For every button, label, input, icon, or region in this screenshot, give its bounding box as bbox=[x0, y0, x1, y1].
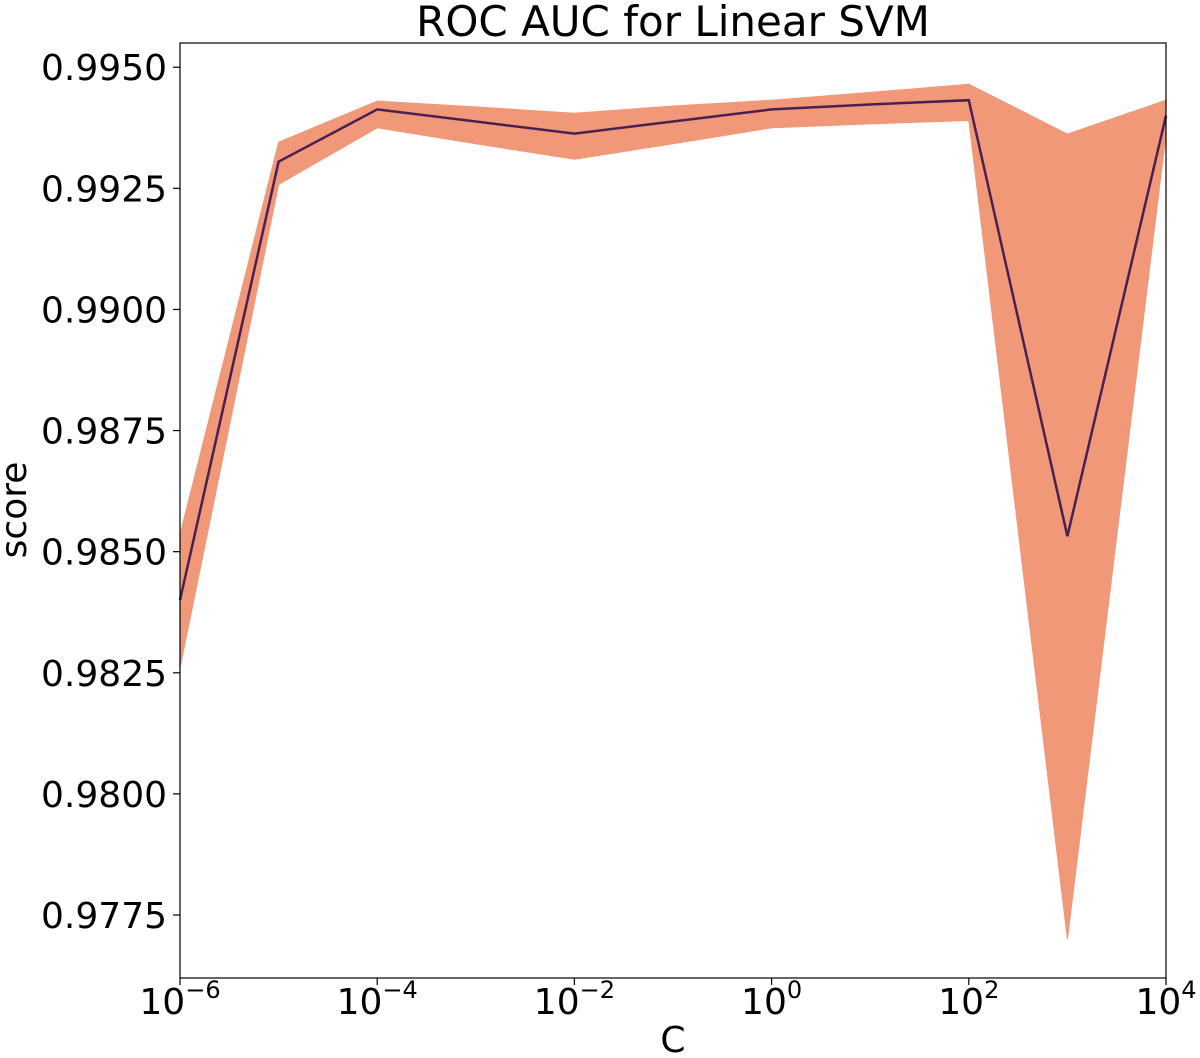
x-tick-label: 10−2 bbox=[534, 976, 615, 1023]
confidence-band bbox=[179, 83, 1167, 940]
y-tick-label: 0.9825 bbox=[41, 654, 167, 695]
x-tick-label: 10−4 bbox=[337, 976, 418, 1023]
x-tick-label: 100 bbox=[741, 976, 802, 1023]
plot-area bbox=[178, 42, 1168, 979]
x-tick-label: 10−6 bbox=[139, 976, 220, 1023]
y-axis-ticks: 0.9775 0.9800 0.9825 0.9850 0.9875 0.9900 0.99… bbox=[41, 48, 180, 937]
x-axis-ticks: 10−6 10−4 10−2 100 102 104 bbox=[139, 976, 1196, 1023]
mean-score-line bbox=[178, 98, 1168, 601]
plot-frame bbox=[179, 42, 1167, 979]
y-tick-label: 0.9875 bbox=[41, 412, 167, 453]
y-tick-label: 0.9775 bbox=[41, 896, 167, 937]
y-tick-label: 0.9900 bbox=[41, 290, 167, 331]
x-axis-label: C bbox=[660, 1020, 685, 1058]
y-tick-label: 0.9800 bbox=[41, 775, 167, 816]
y-tick-label: 0.9850 bbox=[41, 533, 167, 574]
y-axis-label: score bbox=[0, 462, 35, 559]
chart-title: ROC AUC for Linear SVM bbox=[416, 0, 930, 46]
y-tick-label: 0.9950 bbox=[41, 48, 167, 89]
x-tick-label: 104 bbox=[1135, 976, 1196, 1023]
y-tick-label: 0.9925 bbox=[41, 169, 167, 210]
x-tick-label: 102 bbox=[938, 976, 999, 1023]
